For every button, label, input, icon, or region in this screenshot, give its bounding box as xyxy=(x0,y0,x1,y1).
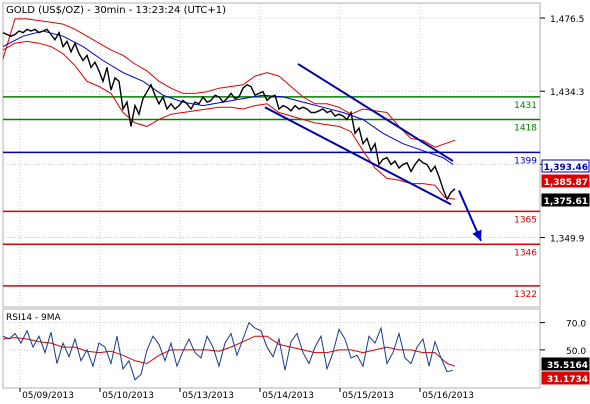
price-badge-label-0: 1,393.46 xyxy=(544,163,588,173)
rsi-badge-label-0: 35.5164 xyxy=(547,361,588,371)
x-axis: 05/09/2013 05/10/2013 05/13/2013 05/14/2013… xyxy=(19,388,474,401)
level-label-1431: 1431 xyxy=(514,101,537,111)
rsi-line xyxy=(2,321,454,381)
price-badge-bg-0 xyxy=(541,159,590,173)
forecast-arrow xyxy=(458,190,482,242)
x-tick-label-5: 05/16/2013 xyxy=(422,391,474,400)
main-y-tick-label-3: 1,349.9 xyxy=(550,235,585,245)
rsi-y-axis: 70.0 50.0 xyxy=(540,320,586,357)
main-chart-title: GOLD (US$/OZ) - 30min - 13:23:24 (UTC+1) xyxy=(6,5,226,16)
level-label-1399: 1399 xyxy=(514,156,537,166)
rsi-panel-frame xyxy=(2,308,541,389)
level-label-1322: 1322 xyxy=(514,290,537,300)
forecast-arrow-head xyxy=(472,229,482,241)
rsi-ma-line xyxy=(2,335,456,367)
x-tick-label-0: 05/09/2013 xyxy=(22,391,74,400)
moving-average-line xyxy=(2,30,454,165)
main-y-tick-label-0: 1,476.5 xyxy=(550,15,584,25)
channel-line-1 xyxy=(297,63,454,162)
main-panel-frame xyxy=(2,2,541,308)
level-label-1418: 1418 xyxy=(514,123,537,133)
horizontal-levels: 1431 1418 1399 1365 1346 1322 xyxy=(3,96,540,300)
bollinger-lower-line xyxy=(2,40,456,200)
x-tick-label-3: 05/14/2013 xyxy=(262,391,314,400)
channel-line-0 xyxy=(264,106,452,206)
rsi-value-badges: 35.5164 31.1734 xyxy=(541,357,590,385)
price-badge-bg-1 xyxy=(541,174,590,188)
x-tick-label-2: 05/13/2013 xyxy=(182,391,234,400)
x-tick-label-1: 05/10/2013 xyxy=(102,391,154,400)
rsi-grid xyxy=(3,310,540,387)
level-label-1346: 1346 xyxy=(514,248,537,258)
price-line xyxy=(2,28,456,201)
price-badge-bg-2 xyxy=(541,193,590,207)
channel-lines xyxy=(264,63,454,206)
main-y-axis: 1,476.5 1,434.3 1,349.9 xyxy=(540,15,585,245)
main-grid xyxy=(3,4,540,306)
x-tick-label-4: 05/15/2013 xyxy=(342,391,394,400)
price-badge-label-2: 1,375.61 xyxy=(544,197,588,207)
rsi-badge-bg-1 xyxy=(541,371,590,385)
level-label-1365: 1365 xyxy=(514,215,537,225)
rsi-badge-label-1: 31.1734 xyxy=(547,375,588,385)
main-y-tick-label-1: 1,434.3 xyxy=(550,88,584,98)
rsi-badge-bg-0 xyxy=(541,357,590,371)
bollinger-upper-line xyxy=(2,18,456,148)
rsi-chart-title: RSI14 - 9MA xyxy=(6,313,62,323)
main-price-badges: 1,393.46 1,385.87 1,375.61 xyxy=(541,159,590,207)
rsi-y-tick-label-0: 70.0 xyxy=(566,320,586,330)
price-badge-label-1: 1,385.87 xyxy=(544,178,588,188)
rsi-y-tick-label-1: 50.0 xyxy=(566,347,586,357)
